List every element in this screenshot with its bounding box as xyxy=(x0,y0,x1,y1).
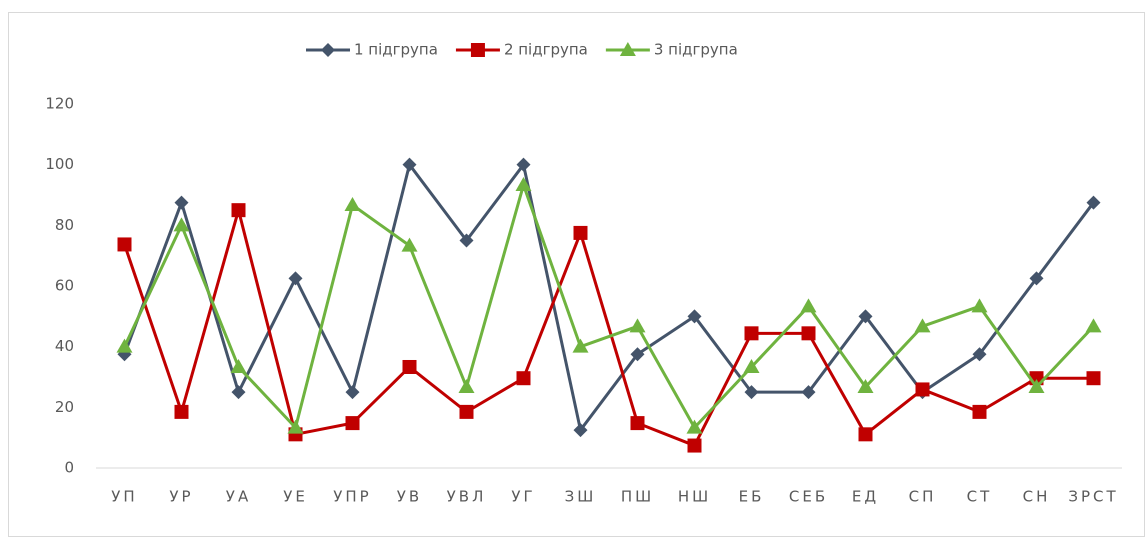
data-point xyxy=(630,347,645,362)
x-tick-label: ЕД xyxy=(852,488,879,506)
data-point xyxy=(516,371,531,386)
series-line xyxy=(123,183,1095,430)
series-line xyxy=(123,163,1095,432)
series-line xyxy=(123,208,1094,448)
y-tick-label: 0 xyxy=(64,459,74,477)
data-point xyxy=(573,423,588,438)
data-point xyxy=(629,318,646,333)
data-point xyxy=(686,419,703,434)
y-tick-label: 120 xyxy=(45,95,74,113)
data-point xyxy=(800,298,817,313)
data-point xyxy=(972,404,987,419)
data-point xyxy=(402,359,417,374)
data-point xyxy=(288,271,303,286)
data-point xyxy=(1086,371,1101,386)
y-tick-label: 20 xyxy=(55,398,74,416)
x-tick-label: СЕБ xyxy=(789,488,828,506)
data-point xyxy=(174,404,189,419)
y-tick-label: 60 xyxy=(55,277,74,295)
data-point xyxy=(858,309,873,324)
data-point xyxy=(1086,195,1101,210)
y-tick-label: 80 xyxy=(55,216,74,234)
data-point xyxy=(116,338,133,353)
x-tick-label: ЗШ xyxy=(565,488,597,506)
x-tick-label: СП xyxy=(909,488,937,506)
data-point xyxy=(687,309,702,324)
legend-marker xyxy=(470,43,485,57)
x-tick-label: УВЛ xyxy=(447,488,487,506)
data-point xyxy=(744,385,759,400)
data-point xyxy=(515,176,532,191)
x-tick-label: ЗРСТ xyxy=(1068,488,1118,506)
data-point xyxy=(287,419,304,434)
data-point xyxy=(972,347,987,362)
x-tick-label: НШ xyxy=(678,488,711,506)
data-point xyxy=(173,217,190,232)
x-tick-label: УП xyxy=(111,488,137,506)
x-tick-label: УР xyxy=(169,488,193,506)
legend-marker xyxy=(321,43,335,57)
legend-label: 1 підгрупа xyxy=(354,41,438,59)
x-tick-label: УГ xyxy=(511,488,535,506)
x-tick-label: УВ xyxy=(397,488,422,506)
data-point xyxy=(459,404,474,419)
x-tick-label: СТ xyxy=(967,488,993,506)
data-point xyxy=(743,358,760,373)
data-point xyxy=(801,326,816,341)
data-point xyxy=(401,237,418,252)
data-point xyxy=(117,237,132,252)
y-tick-label: 40 xyxy=(55,337,74,355)
data-point xyxy=(857,379,874,394)
x-tick-label: УПР xyxy=(333,488,371,506)
data-point xyxy=(516,157,531,172)
data-point xyxy=(801,385,816,400)
data-point xyxy=(1028,379,1045,394)
data-point xyxy=(744,326,759,341)
data-point xyxy=(402,157,417,172)
data-point xyxy=(458,379,475,394)
data-point xyxy=(345,385,360,400)
x-tick-label: УА xyxy=(226,488,251,506)
y-tick-label: 100 xyxy=(45,155,74,173)
x-tick-label: УЕ xyxy=(283,488,308,506)
data-point xyxy=(914,318,931,333)
legend-marker xyxy=(619,42,636,56)
data-point xyxy=(344,197,361,212)
data-point xyxy=(1085,318,1102,333)
data-point xyxy=(230,358,247,373)
data-point xyxy=(573,225,588,240)
data-point xyxy=(915,382,930,397)
data-point xyxy=(345,416,360,431)
data-point xyxy=(687,438,702,453)
legend-label: 2 підгрупа xyxy=(504,41,588,59)
legend-label: 3 підгрупа xyxy=(654,41,738,59)
data-point xyxy=(231,203,246,218)
x-tick-label: ЕБ xyxy=(739,488,765,506)
data-point xyxy=(174,195,189,210)
chart-border xyxy=(8,12,1145,537)
data-point xyxy=(858,427,873,442)
data-point xyxy=(572,338,589,353)
data-point xyxy=(231,385,246,400)
data-point xyxy=(459,233,474,248)
data-point xyxy=(630,416,645,431)
data-point xyxy=(1029,271,1044,286)
data-point xyxy=(971,298,988,313)
x-tick-label: ПШ xyxy=(621,488,654,506)
x-tick-label: СН xyxy=(1023,488,1051,506)
